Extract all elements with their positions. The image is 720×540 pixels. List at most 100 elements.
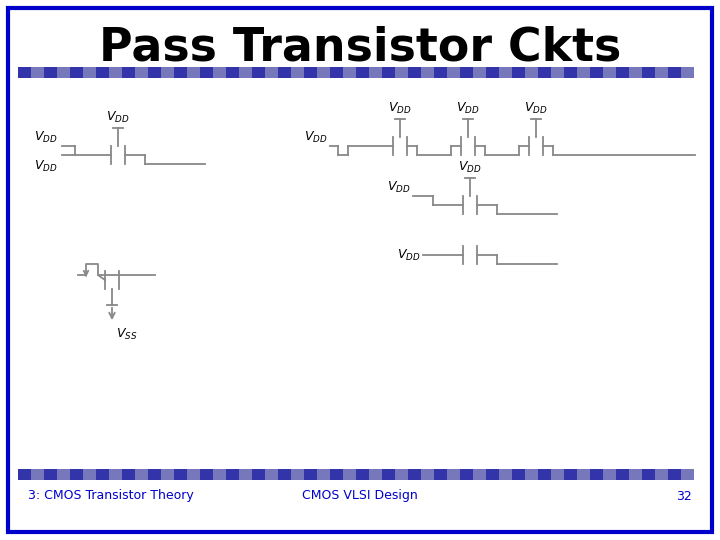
Bar [408, 469, 421, 480]
Bar [200, 67, 213, 78]
Bar [83, 67, 96, 78]
Bar [187, 469, 200, 480]
Bar [265, 67, 278, 78]
Bar [343, 67, 356, 78]
Text: $V_{DD}$: $V_{DD}$ [388, 101, 412, 116]
Bar [109, 469, 122, 480]
Bar [642, 67, 655, 78]
Bar [655, 67, 668, 78]
Bar [408, 67, 421, 78]
Bar [57, 67, 70, 78]
Bar [577, 469, 590, 480]
Bar [590, 67, 603, 78]
Bar [421, 67, 434, 78]
Bar [473, 469, 486, 480]
Text: $V_{DD}$: $V_{DD}$ [524, 101, 548, 116]
Bar [330, 469, 343, 480]
Bar [44, 67, 57, 78]
Bar [460, 67, 473, 78]
Bar [538, 469, 551, 480]
Bar [109, 67, 122, 78]
Bar [122, 469, 135, 480]
Bar [447, 67, 460, 78]
Bar [18, 469, 31, 480]
Bar [83, 469, 96, 480]
Text: $V_{DD}$: $V_{DD}$ [387, 180, 411, 195]
Bar [213, 67, 226, 78]
Bar [525, 67, 538, 78]
Bar [96, 469, 109, 480]
Bar [200, 469, 213, 480]
Bar [629, 469, 642, 480]
Bar [174, 469, 187, 480]
Text: 3: CMOS Transistor Theory: 3: CMOS Transistor Theory [28, 489, 194, 503]
Bar [512, 469, 525, 480]
Bar [525, 469, 538, 480]
Bar [681, 469, 694, 480]
Bar [590, 469, 603, 480]
Bar [486, 469, 499, 480]
Bar [226, 469, 239, 480]
Bar [577, 67, 590, 78]
Bar [460, 469, 473, 480]
Bar [486, 67, 499, 78]
Bar [655, 469, 668, 480]
Bar [616, 469, 629, 480]
Bar [603, 67, 616, 78]
Bar [356, 469, 369, 480]
Bar [538, 67, 551, 78]
Bar [291, 469, 304, 480]
Bar [122, 67, 135, 78]
Bar [239, 67, 252, 78]
Bar [512, 67, 525, 78]
Bar [317, 67, 330, 78]
Bar [70, 469, 83, 480]
Text: $V_{DD}$: $V_{DD}$ [35, 159, 58, 174]
Bar [434, 469, 447, 480]
Bar [668, 469, 681, 480]
Bar [18, 67, 31, 78]
Bar [291, 67, 304, 78]
Bar [226, 67, 239, 78]
FancyBboxPatch shape [8, 8, 712, 532]
Bar [148, 67, 161, 78]
Bar [187, 67, 200, 78]
Bar [278, 67, 291, 78]
Bar [252, 469, 265, 480]
Bar [161, 67, 174, 78]
Text: $V_{DD}$: $V_{DD}$ [456, 101, 480, 116]
Bar [96, 67, 109, 78]
Text: CMOS VLSI Design: CMOS VLSI Design [302, 489, 418, 503]
Bar [44, 469, 57, 480]
Bar [57, 469, 70, 480]
Bar [330, 67, 343, 78]
Bar [499, 67, 512, 78]
Bar [629, 67, 642, 78]
Bar [564, 469, 577, 480]
Bar [369, 67, 382, 78]
Bar [668, 67, 681, 78]
Bar [382, 469, 395, 480]
Bar [317, 469, 330, 480]
Text: $V_{DD}$: $V_{DD}$ [106, 110, 130, 125]
Text: $V_{DD}$: $V_{DD}$ [397, 247, 421, 262]
Bar [239, 469, 252, 480]
Text: $V_{SS}$: $V_{SS}$ [116, 327, 138, 342]
Bar [616, 67, 629, 78]
Text: 32: 32 [676, 489, 692, 503]
Bar [564, 67, 577, 78]
Bar [278, 469, 291, 480]
Bar [70, 67, 83, 78]
Bar [356, 67, 369, 78]
Bar [135, 469, 148, 480]
Bar [304, 67, 317, 78]
Bar [252, 67, 265, 78]
Bar [395, 469, 408, 480]
Bar [31, 469, 44, 480]
Bar [161, 469, 174, 480]
Text: Pass Transistor Ckts: Pass Transistor Ckts [99, 25, 621, 71]
Bar [213, 469, 226, 480]
Bar [421, 469, 434, 480]
Bar [369, 469, 382, 480]
Bar [31, 67, 44, 78]
